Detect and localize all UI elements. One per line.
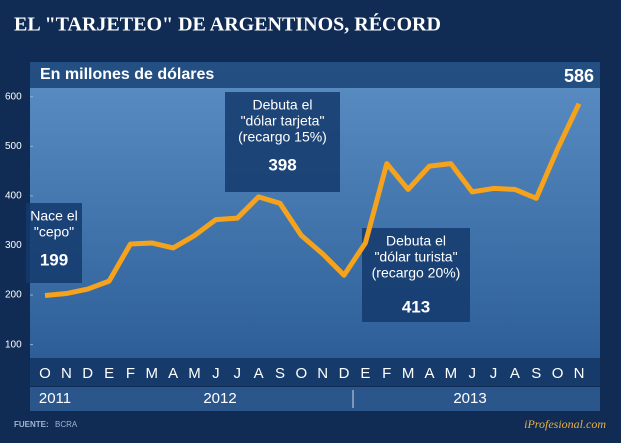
x-tick-label: N [61, 365, 72, 382]
x-tick-label: M [445, 365, 458, 382]
subtitle: En millones de dólares [40, 66, 214, 83]
y-tick-label: 300 [5, 240, 22, 251]
x-tick-label: M [402, 365, 415, 382]
source: BCRA [55, 420, 78, 429]
annotation: (recargo 20%) [372, 265, 461, 281]
x-tick-label: E [104, 365, 114, 382]
x-tick-label: M [188, 365, 201, 382]
value-label: 586 [564, 66, 594, 86]
x-tick-label: F [382, 365, 391, 382]
subtitle-bar [30, 62, 600, 88]
x-tick-label: F [126, 365, 135, 382]
annotation-box [225, 92, 340, 192]
x-tick-label: J [212, 365, 220, 382]
annotation-box [26, 203, 82, 283]
y-tick-label: 500 [5, 141, 22, 152]
y-tick-label: 100 [5, 339, 22, 350]
x-tick-label: M [146, 365, 159, 382]
x-tick-label: J [490, 365, 498, 382]
x-tick-label: A [510, 365, 520, 382]
year-label: 2012 [203, 390, 236, 407]
month-band [30, 358, 600, 386]
x-tick-label: O [39, 365, 51, 382]
year-label: 2011 [39, 390, 71, 407]
annotation: "dólar turista" [374, 249, 457, 265]
x-tick-label: D [339, 365, 350, 382]
source-label: FUENTE: [14, 420, 49, 429]
x-tick-label: E [360, 365, 370, 382]
annotation-box [362, 228, 470, 322]
x-tick-label: A [254, 365, 264, 382]
x-tick-label: D [82, 365, 93, 382]
x-tick-label: A [168, 365, 178, 382]
x-tick-label: O [295, 365, 307, 382]
x-tick-label: A [424, 365, 434, 382]
annotation: (recargo 15%) [238, 129, 327, 145]
value-label: 199 [40, 250, 68, 269]
annotation: "cepo" [34, 224, 74, 240]
x-tick-label: N [317, 365, 328, 382]
y-tick-label: 200 [5, 290, 22, 301]
annotation: Debuta el [253, 97, 313, 113]
value-label: 398 [268, 155, 296, 174]
x-tick-label: J [233, 365, 241, 382]
annotation: "dólar tarjeta" [241, 113, 325, 129]
y-tick-label: 400 [5, 191, 22, 202]
x-tick-label: O [552, 365, 564, 382]
annotation: Nace el [30, 208, 77, 224]
annotation: Debuta el [386, 233, 446, 249]
data-line [44, 102, 582, 299]
x-tick-label: N [574, 365, 585, 382]
brand: iProfesional.com [524, 417, 606, 431]
y-tick-label: 600 [5, 91, 22, 102]
year-band [30, 387, 600, 411]
chart-title: EL "TARJETEO" DE ARGENTINOS, RÉCORD [14, 13, 441, 36]
x-tick-label: J [468, 365, 476, 382]
year-label: 2013 [453, 390, 486, 407]
x-tick-label: S [275, 365, 285, 382]
value-label: 413 [402, 297, 430, 316]
x-tick-label: S [531, 365, 541, 382]
